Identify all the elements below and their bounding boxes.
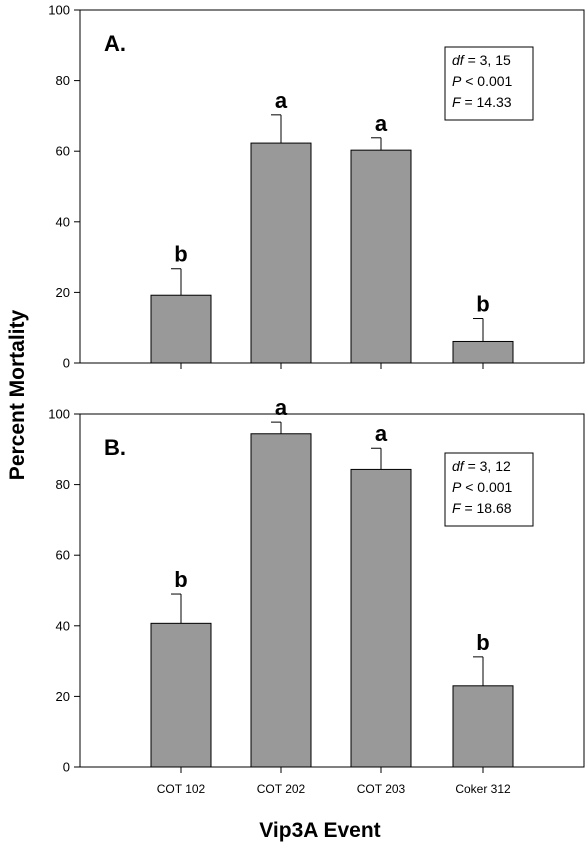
x-tick-label: COT 202 bbox=[257, 782, 306, 796]
panel-label: B. bbox=[104, 435, 126, 460]
stats-line: P < 0.001 bbox=[452, 479, 513, 495]
y-tick-label: 80 bbox=[56, 73, 70, 88]
plot-frame bbox=[79, 413, 585, 768]
y-tick-label: 20 bbox=[56, 689, 70, 704]
significance-letter: a bbox=[275, 88, 288, 113]
bar bbox=[452, 685, 514, 768]
bar bbox=[350, 468, 412, 768]
bar bbox=[150, 294, 212, 364]
bar bbox=[250, 142, 312, 364]
y-tick-label: 0 bbox=[63, 760, 70, 775]
bar bbox=[452, 340, 514, 364]
significance-letter: b bbox=[174, 242, 187, 267]
y-tick-label: 0 bbox=[63, 356, 70, 371]
y-axis-title: Percent Mortality bbox=[6, 309, 29, 480]
stats-line: df = 3, 15 bbox=[452, 52, 511, 68]
panel-label: A. bbox=[104, 31, 126, 56]
y-tick-label: 40 bbox=[56, 618, 70, 633]
significance-letter: a bbox=[375, 421, 388, 446]
bar bbox=[350, 149, 412, 364]
stats-line: F = 18.68 bbox=[452, 500, 512, 516]
stats-box bbox=[444, 452, 534, 527]
stats-line: df = 3, 12 bbox=[452, 458, 511, 474]
stats-box bbox=[444, 46, 534, 121]
panel-a: 0 20 40 60 80 100 b a a b A. df = 3, 15 P < 0.001 F =… bbox=[48, 3, 585, 371]
significance-letter: a bbox=[275, 395, 288, 420]
y-tick-label: 60 bbox=[56, 548, 70, 563]
plot-frame bbox=[79, 9, 585, 364]
significance-letter: a bbox=[375, 111, 388, 136]
y-tick-label: 80 bbox=[56, 477, 70, 492]
bar bbox=[150, 622, 212, 768]
significance-letter: b bbox=[476, 292, 489, 317]
stats-line: P < 0.001 bbox=[452, 73, 513, 89]
y-tick-label: 40 bbox=[56, 214, 70, 229]
y-tick-label: 100 bbox=[48, 407, 70, 422]
x-axis-title: Vip3A Event bbox=[259, 819, 380, 842]
stats-line: F = 14.33 bbox=[452, 94, 512, 110]
bar bbox=[250, 433, 312, 768]
significance-letter: b bbox=[174, 567, 187, 592]
y-tick-label: 20 bbox=[56, 285, 70, 300]
panel-b: 0 20 40 60 80 100 b COT 102 a COT 202 a COT 203 b Cok… bbox=[48, 395, 585, 796]
x-tick-label: COT 102 bbox=[157, 782, 206, 796]
x-tick-label: COT 203 bbox=[357, 782, 406, 796]
significance-letter: b bbox=[476, 630, 489, 655]
y-tick-label: 60 bbox=[56, 144, 70, 159]
x-tick-label: Coker 312 bbox=[455, 782, 511, 796]
y-tick-label: 100 bbox=[48, 3, 70, 18]
